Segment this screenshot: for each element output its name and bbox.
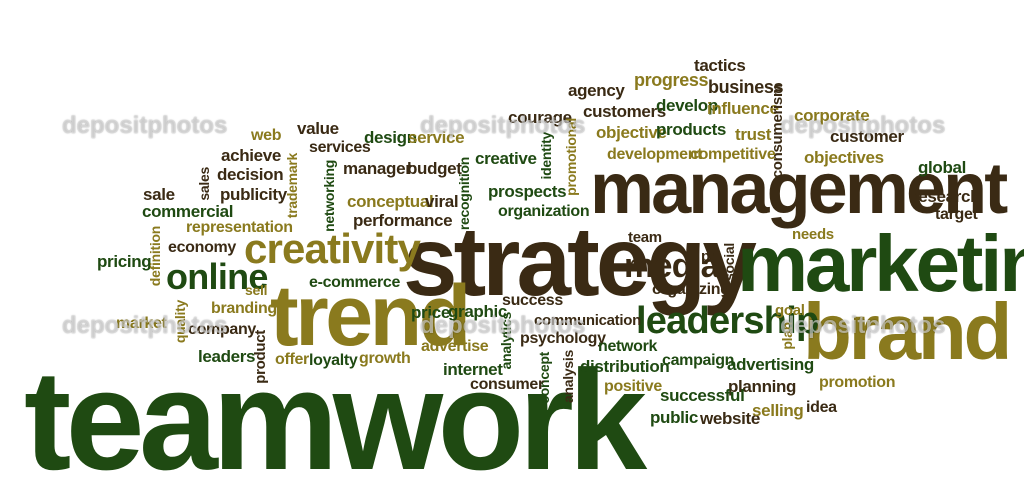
word-progress: progress — [634, 70, 709, 90]
word-goal: goal — [775, 302, 805, 319]
word-plan: plan — [779, 322, 795, 350]
word-marketing: marketing — [737, 219, 1024, 308]
word-products: products — [656, 120, 727, 139]
word-competitive: competitive — [690, 146, 776, 163]
word-manager: manager — [343, 159, 412, 178]
word-consumerism: consumerism — [769, 84, 786, 179]
word-loyalty: loyalty — [309, 352, 358, 369]
word-target: target — [935, 206, 978, 223]
word-organization: organization — [498, 203, 590, 220]
word-distribution: distribution — [580, 357, 670, 376]
word-idea: idea — [806, 399, 837, 416]
word-corporate: corporate — [794, 106, 870, 125]
word-social: social — [721, 243, 737, 282]
word-tactics: tactics — [694, 56, 746, 75]
word-needs: needs — [792, 226, 834, 243]
word-product: product — [252, 330, 269, 384]
word-achieve: achieve — [221, 146, 282, 165]
word-creative: creative — [475, 149, 537, 168]
word-positive: positive — [604, 378, 662, 395]
word-business: business — [708, 77, 784, 97]
word-quality: quality — [172, 300, 188, 344]
word-network: network — [598, 338, 658, 355]
word-selling: selling — [752, 401, 804, 420]
word-trademark: trademark — [284, 153, 300, 219]
word-leaders: leaders — [198, 347, 256, 366]
word-networking: networking — [321, 160, 337, 232]
word-team: team — [628, 229, 662, 246]
word-e-commerce: e-commerce — [309, 274, 401, 291]
word-psychology: psychology — [520, 330, 606, 347]
word-advertising: advertising — [727, 355, 814, 374]
word-web: web — [251, 127, 282, 144]
word-campaign: campaign — [662, 352, 735, 369]
word-branding: branding — [211, 300, 277, 317]
word-strategy: strategy — [403, 206, 757, 316]
word-courage: courage — [508, 108, 572, 127]
word-value: value — [297, 119, 339, 138]
word-develop: develop — [656, 96, 718, 115]
word-objectives: objectives — [804, 148, 884, 167]
word-sell: sell — [245, 282, 268, 298]
word-brand: brand — [803, 287, 1012, 376]
word-commercial: commercial — [142, 202, 234, 221]
word-leadership: leadership — [636, 300, 819, 342]
word-advertise: advertise — [421, 338, 489, 355]
word-viral: viral — [425, 192, 459, 211]
word-growth: growth — [359, 350, 411, 367]
word-sale: sale — [143, 185, 175, 204]
word-customers: customers — [583, 102, 666, 121]
word-website: website — [700, 409, 760, 428]
word-research: research — [912, 187, 981, 206]
word-promotion: promotion — [819, 374, 896, 391]
word-public: public — [650, 408, 699, 427]
word-services: services — [309, 139, 371, 156]
word-budget: budget — [407, 159, 462, 178]
word-trust: trust — [735, 125, 772, 144]
word-representation: representation — [186, 219, 293, 236]
word-management: management — [590, 149, 1008, 229]
word-performance: performance — [353, 211, 453, 230]
word-organizing: organizing — [652, 281, 730, 298]
word-consumer: consumer — [470, 376, 544, 393]
word-agency: agency — [568, 81, 625, 100]
word-prospects: prospects — [488, 182, 567, 201]
word-communication: communication — [534, 312, 641, 329]
word-global: global — [918, 158, 967, 177]
word-trend: trend — [270, 268, 471, 364]
word-economy: economy — [168, 239, 237, 256]
word-creativity: creativity — [244, 225, 421, 272]
word-customer: customer — [830, 127, 904, 146]
word-price: price — [411, 303, 450, 322]
watermark: depositphotos — [62, 112, 228, 139]
word-influence: influence — [707, 99, 779, 118]
word-pr: pr — [701, 248, 716, 265]
word-definition: definition — [147, 226, 163, 287]
word-offer: offer — [275, 351, 309, 368]
word-identity: identity — [538, 132, 554, 180]
word-successful: successful — [660, 386, 745, 405]
word-recognition: recognition — [456, 157, 472, 231]
word-publicity: publicity — [220, 185, 287, 204]
word-pricing: pricing — [97, 252, 152, 271]
word-planning: planning — [728, 377, 797, 396]
word-development: development — [607, 146, 703, 163]
word-market: market — [116, 315, 167, 332]
word-conceptual: conceptual — [347, 192, 434, 211]
word-company: company — [188, 321, 257, 338]
word-objective: objective — [596, 123, 667, 142]
word-online: online — [166, 256, 268, 297]
word-decision: decision — [217, 165, 284, 184]
word-graphic: graphic — [448, 302, 508, 321]
word-success: success — [502, 292, 563, 309]
word-sales: sales — [196, 167, 212, 201]
word-internet: internet — [443, 360, 503, 379]
word-teamwork: teamwork — [24, 341, 647, 492]
word-service: service — [408, 128, 465, 147]
word-analysis: analysis — [560, 350, 576, 404]
word-media: media — [624, 247, 720, 285]
word-design: design — [364, 128, 417, 147]
